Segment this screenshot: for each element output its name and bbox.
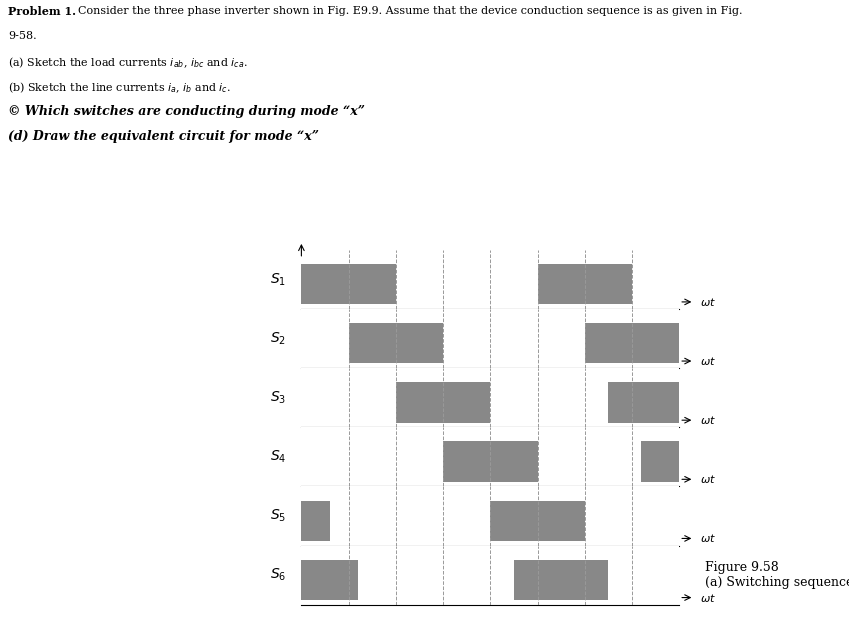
- Text: $\omega t$: $\omega t$: [700, 355, 716, 367]
- Text: $S_5$: $S_5$: [270, 508, 286, 524]
- Bar: [396, 383, 491, 423]
- Text: $S_4$: $S_4$: [270, 449, 286, 465]
- Text: $\omega t$: $\omega t$: [700, 532, 716, 544]
- Bar: [443, 442, 537, 482]
- Text: $\omega t$: $\omega t$: [700, 592, 716, 603]
- Bar: [585, 323, 679, 363]
- Text: $S_2$: $S_2$: [270, 330, 286, 347]
- Bar: [301, 560, 358, 600]
- Text: $S_3$: $S_3$: [270, 389, 286, 406]
- Text: $\omega t$: $\omega t$: [700, 414, 716, 426]
- Text: © Which switches are conducting during mode “x”: © Which switches are conducting during m…: [8, 105, 365, 118]
- Text: (b) Sketch the line currents $i_a$, $i_b$ and $i_c$.: (b) Sketch the line currents $i_a$, $i_b…: [8, 80, 232, 95]
- Bar: [609, 383, 679, 423]
- Text: Consider the three phase inverter shown in Fig. E9.9. Assume that the device con: Consider the three phase inverter shown …: [78, 6, 743, 16]
- Bar: [642, 442, 679, 482]
- Text: 9-58.: 9-58.: [8, 31, 37, 41]
- Text: $S_6$: $S_6$: [270, 567, 286, 583]
- Bar: [514, 560, 609, 600]
- Text: $S_1$: $S_1$: [270, 271, 286, 288]
- Text: Figure 9.58
(a) Switching sequence: Figure 9.58 (a) Switching sequence: [705, 561, 849, 589]
- Text: (a) Sketch the load currents $i_{ab}$, $i_{bc}$ and $i_{ca}$.: (a) Sketch the load currents $i_{ab}$, $…: [8, 56, 248, 70]
- Bar: [537, 264, 632, 304]
- Bar: [349, 323, 443, 363]
- Text: (d) Draw the equivalent circuit for mode “x”: (d) Draw the equivalent circuit for mode…: [8, 130, 319, 143]
- Bar: [491, 500, 585, 540]
- Text: $\omega t$: $\omega t$: [700, 473, 716, 486]
- Text: Problem 1.: Problem 1.: [8, 6, 76, 17]
- Text: $\omega t$: $\omega t$: [700, 296, 716, 308]
- Bar: [301, 264, 396, 304]
- Bar: [301, 500, 329, 540]
